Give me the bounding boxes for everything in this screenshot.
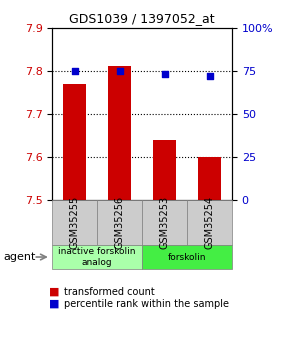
- Point: [72, 68, 77, 73]
- Point: [117, 68, 122, 73]
- Bar: [64, 84, 86, 200]
- Bar: [108, 67, 131, 200]
- Bar: [198, 157, 221, 200]
- Text: GSM35255: GSM35255: [70, 196, 80, 249]
- Text: percentile rank within the sample: percentile rank within the sample: [64, 299, 229, 308]
- Point: [207, 73, 212, 79]
- Text: GSM35253: GSM35253: [160, 196, 170, 249]
- Text: ■: ■: [49, 287, 60, 296]
- Bar: [153, 140, 176, 200]
- Text: transformed count: transformed count: [64, 287, 155, 296]
- Text: inactive forskolin
analog: inactive forskolin analog: [58, 247, 136, 267]
- Title: GDS1039 / 1397052_at: GDS1039 / 1397052_at: [69, 12, 215, 25]
- Text: forskolin: forskolin: [168, 253, 206, 262]
- Text: GSM35254: GSM35254: [204, 196, 215, 249]
- Text: ■: ■: [49, 299, 60, 308]
- Text: agent: agent: [3, 252, 35, 262]
- Text: GSM35256: GSM35256: [115, 196, 125, 249]
- Point: [162, 71, 167, 77]
